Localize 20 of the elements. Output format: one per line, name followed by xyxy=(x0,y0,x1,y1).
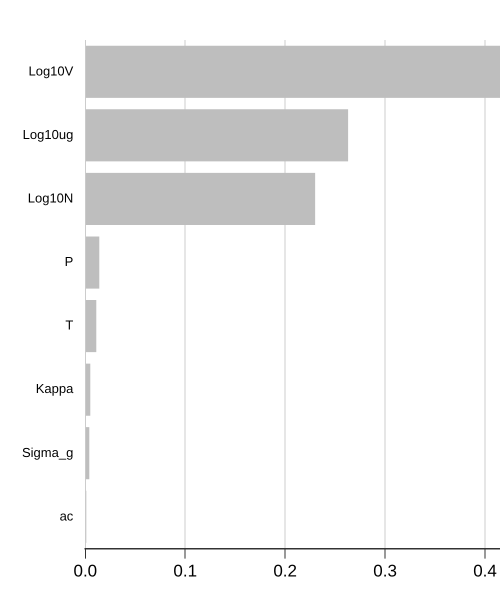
x-tick-label: 0.2 xyxy=(273,561,297,580)
y-tick-label: Log10V xyxy=(28,63,74,78)
y-tick-label: T xyxy=(65,318,74,333)
bar xyxy=(86,46,500,98)
x-tick-label: 0.1 xyxy=(173,561,198,580)
x-tick-label: 0.3 xyxy=(373,561,397,580)
x-tick-label: 0.0 xyxy=(73,561,98,580)
y-tick-label: Log10ug xyxy=(22,126,74,142)
x-tick-label: 0.4 xyxy=(473,561,497,580)
bar xyxy=(86,236,100,289)
bar xyxy=(86,172,316,226)
bar xyxy=(86,427,90,480)
bar xyxy=(86,364,90,416)
y-tick-label: ac xyxy=(60,508,74,524)
bar xyxy=(86,300,96,352)
bar xyxy=(86,109,348,162)
y-tick-label: Kappa xyxy=(36,381,74,396)
y-tick-label: Sigma_g xyxy=(22,444,74,460)
y-tick-label: P xyxy=(64,254,74,270)
y-tick-label: Log10N xyxy=(28,190,74,206)
